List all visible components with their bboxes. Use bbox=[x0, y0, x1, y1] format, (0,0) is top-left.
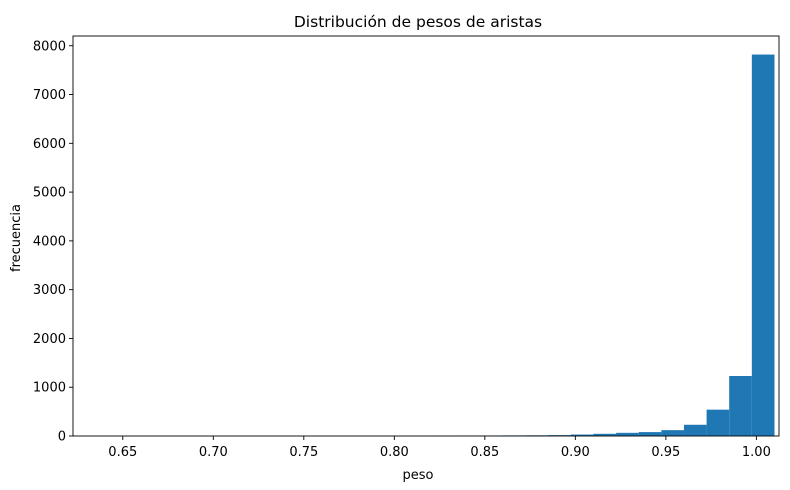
y-axis-ticks: 0 1000 2000 3000 4000 5000 6000 7000 8000 bbox=[33, 39, 73, 445]
y-axis-label: frecuencia bbox=[9, 204, 24, 272]
x-tick-label: 0.75 bbox=[289, 445, 318, 460]
y-tick-label: 2000 bbox=[33, 332, 66, 347]
y-tick-label: 0 bbox=[58, 430, 66, 445]
y-tick-label: 8000 bbox=[33, 39, 66, 54]
y-tick-label: 1000 bbox=[33, 381, 66, 396]
x-tick-label: 0.70 bbox=[199, 445, 228, 460]
histogram-bar bbox=[751, 54, 775, 436]
bars-group bbox=[95, 54, 775, 436]
histogram-bar bbox=[661, 430, 684, 436]
histogram-bar bbox=[616, 432, 639, 436]
histogram-bar bbox=[683, 424, 707, 436]
x-tick-label: 0.95 bbox=[651, 445, 680, 460]
histogram-bar bbox=[729, 376, 752, 436]
histogram-bar bbox=[570, 434, 594, 436]
y-tick-label: 5000 bbox=[33, 186, 66, 201]
x-axis-label: peso bbox=[403, 468, 434, 483]
plot-frame bbox=[72, 35, 780, 437]
x-tick-label: 0.90 bbox=[561, 445, 590, 460]
x-tick-label: 0.85 bbox=[470, 445, 499, 460]
histogram-bar bbox=[706, 409, 730, 436]
histogram-bar bbox=[593, 433, 617, 436]
chart-title: Distribución de pesos de aristas bbox=[294, 13, 542, 31]
y-tick-label: 3000 bbox=[33, 283, 66, 298]
x-axis-ticks: 0.65 0.70 0.75 0.80 0.85 0.90 0.95 1.00 bbox=[108, 436, 771, 460]
histogram-bar bbox=[638, 432, 662, 436]
y-tick-label: 4000 bbox=[33, 234, 66, 249]
y-tick-label: 6000 bbox=[33, 137, 66, 152]
y-tick-label: 7000 bbox=[33, 88, 66, 103]
x-tick-label: 1.00 bbox=[742, 445, 771, 460]
x-tick-label: 0.65 bbox=[108, 445, 137, 460]
x-tick-label: 0.80 bbox=[380, 445, 409, 460]
